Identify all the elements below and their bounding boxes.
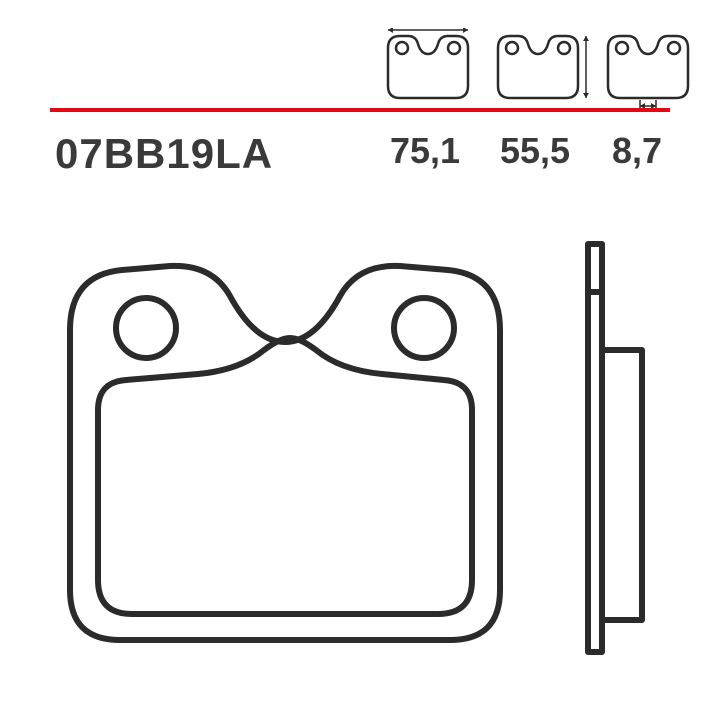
product-spec-diagram: 07BB19LA 75,1 55,5 8,7 bbox=[0, 0, 724, 724]
pad-friction-surface bbox=[98, 338, 472, 614]
pad-height-icon bbox=[490, 28, 592, 109]
pad-front-outline bbox=[70, 266, 500, 640]
brake-pad-diagram bbox=[40, 220, 690, 680]
dim-thickness: 8,7 bbox=[612, 130, 662, 172]
pad-side-view bbox=[588, 244, 642, 652]
mounting-hole-right bbox=[394, 298, 454, 358]
pad-thickness-icon bbox=[600, 28, 696, 115]
divider-line bbox=[50, 108, 670, 112]
dim-width: 75,1 bbox=[390, 130, 460, 172]
part-number: 07BB19LA bbox=[55, 130, 273, 178]
pad-width-icon bbox=[380, 28, 476, 109]
dimension-icons-row bbox=[0, 28, 724, 106]
mounting-hole-left bbox=[116, 298, 176, 358]
dim-height: 55,5 bbox=[500, 130, 570, 172]
